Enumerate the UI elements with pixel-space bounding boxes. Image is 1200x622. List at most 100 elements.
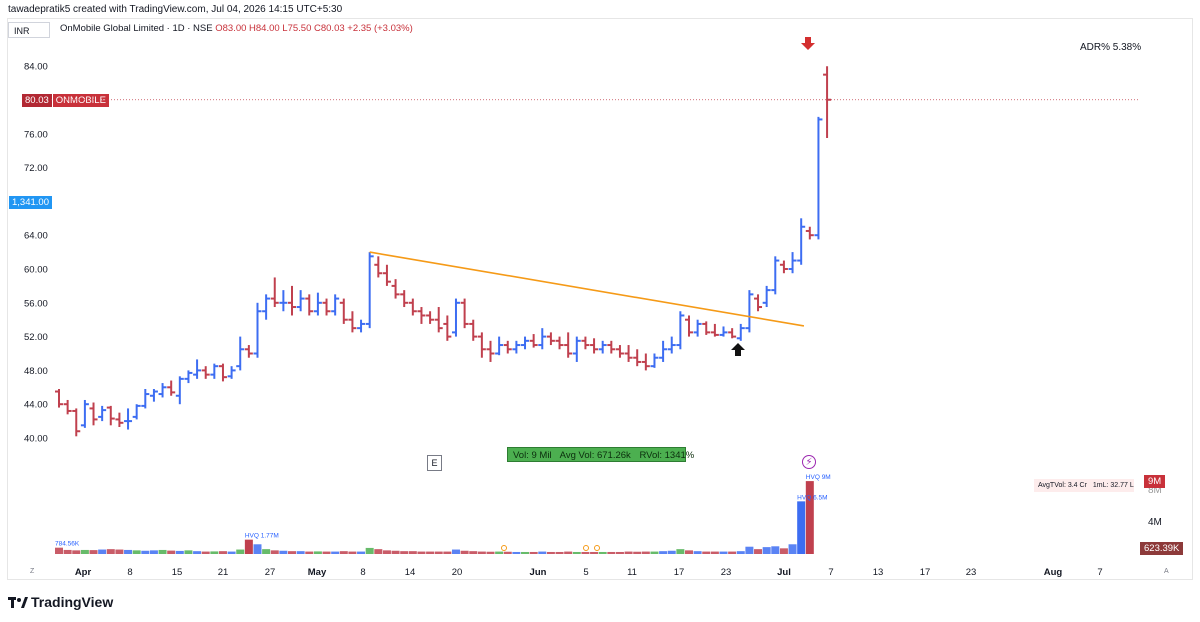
ohlc-bar [546, 332, 555, 346]
ohlc-bar [469, 319, 478, 341]
time-tick-label: 5 [583, 567, 588, 578]
ohlc-bar [443, 315, 452, 341]
ohlc-bar [296, 290, 305, 312]
trendline[interactable] [369, 251, 805, 327]
volume-bar [633, 551, 642, 554]
volume-bar [529, 551, 538, 554]
auto-scale-icon[interactable]: A [1164, 568, 1169, 575]
volume-bar [132, 550, 141, 554]
volume-bars: 784.56K HVQ 1.77M HVQ 6.5M HVQ 9M [55, 474, 831, 554]
volume-scale-tag: 1,341.00 [9, 196, 52, 209]
ohlc-bar [581, 336, 590, 350]
vol-stat: Vol: 9 Mil [513, 450, 552, 461]
turnover-stats: AvgTVol: 3.4 Cr 1mL: 32.77 L [1034, 479, 1134, 492]
ohlc-bar [805, 226, 814, 240]
ohlc-bar [55, 388, 63, 408]
ohlc-bar [426, 311, 435, 324]
last-price-symbol: ONMOBILE [52, 94, 109, 107]
volume-bar [736, 551, 745, 554]
ohlc-bar [555, 336, 564, 350]
volume-bar [357, 551, 366, 554]
volume-bar [460, 550, 469, 554]
volume-bar [322, 551, 331, 554]
ohlc-bar [417, 307, 426, 324]
ohlc-bar [193, 359, 202, 379]
volume-bar [106, 549, 115, 554]
symbol-legend: OnMobile Global Limited · 1D · NSE O83.0… [60, 23, 413, 34]
volume-bar [167, 550, 176, 554]
volume-bar [158, 549, 167, 554]
ohlc-bar [797, 218, 806, 265]
rvol-stat: RVol: 1341% [639, 450, 695, 461]
time-tick-label: 13 [873, 567, 884, 578]
ohlc-bar [693, 319, 702, 337]
volume-bar [201, 551, 210, 554]
volume-bar [590, 551, 599, 554]
volume-bar [521, 551, 530, 554]
volume-bar [538, 551, 547, 554]
volume-bar [339, 551, 348, 554]
time-tick-label: 17 [674, 567, 685, 578]
volume-bar [728, 551, 737, 554]
ohlc-bar [357, 319, 366, 333]
price-tick-label: 48.00 [24, 366, 48, 377]
earnings-marker[interactable]: E [427, 455, 442, 471]
volume-bar [72, 550, 81, 554]
volume-bar [434, 551, 443, 554]
ohlc-bar [331, 294, 340, 316]
price-tick-label: 52.00 [24, 332, 48, 343]
volume-bar [227, 551, 236, 554]
ohlc-bar [659, 340, 668, 362]
last-price-tag: 80.03 ONMOBILE [22, 94, 109, 107]
volume-bar [469, 551, 478, 554]
volume-bar [684, 550, 693, 554]
volume-bar [210, 551, 219, 554]
ohlc-bar [132, 404, 141, 420]
ohlc-bar [745, 290, 754, 333]
price-tick-label: 64.00 [24, 231, 48, 242]
ohlc-bar [167, 380, 176, 396]
annotations [501, 37, 815, 551]
ohlc-bar [218, 363, 227, 382]
zoom-reset-icon[interactable]: Z [30, 568, 35, 575]
volume-bar [779, 548, 788, 554]
time-tick-label: 15 [172, 567, 183, 578]
volume-bar [331, 551, 340, 554]
volume-bar [218, 551, 227, 554]
volume-bar [659, 551, 668, 554]
ohlc-bar [322, 298, 331, 316]
volume-bar [313, 551, 322, 554]
volume-bar [607, 551, 616, 554]
volume-bar [615, 551, 624, 554]
ohlc-bar [391, 279, 400, 299]
volume-bar [693, 551, 702, 554]
ohlc-bar [63, 399, 72, 415]
volume-bar [754, 549, 763, 554]
ohlc-bar [262, 294, 271, 320]
currency-selector[interactable]: INR [8, 22, 50, 38]
avg-turnover: AvgTVol: 3.4 Cr [1038, 482, 1087, 489]
time-tick-label: 23 [721, 567, 732, 578]
volume-bar [710, 551, 719, 554]
ohlc-bar [460, 298, 469, 329]
ohlc-bar [736, 323, 745, 341]
volume-label: 784.56K [55, 541, 80, 548]
price-tick-label: 60.00 [24, 265, 48, 276]
ohlc-bar [676, 311, 685, 350]
ohlc-bar [641, 353, 650, 371]
ohlc-bar [305, 294, 314, 316]
volume-bar [546, 551, 555, 554]
ohlc-bar [572, 336, 581, 362]
volume-bar [650, 551, 659, 554]
avg-volume-badge: 623.39K [1140, 542, 1184, 555]
ohlc-bar [762, 285, 771, 308]
volume-bar [141, 550, 150, 554]
ohlc-bar [382, 264, 391, 286]
time-tick-label: 8 [127, 567, 132, 578]
volume-bar [400, 551, 409, 554]
ohlc-bar [728, 328, 737, 339]
price-tick-label: 72.00 [24, 163, 48, 174]
flash-icon[interactable]: ⚡ [802, 455, 816, 469]
volume-bar [279, 550, 288, 554]
